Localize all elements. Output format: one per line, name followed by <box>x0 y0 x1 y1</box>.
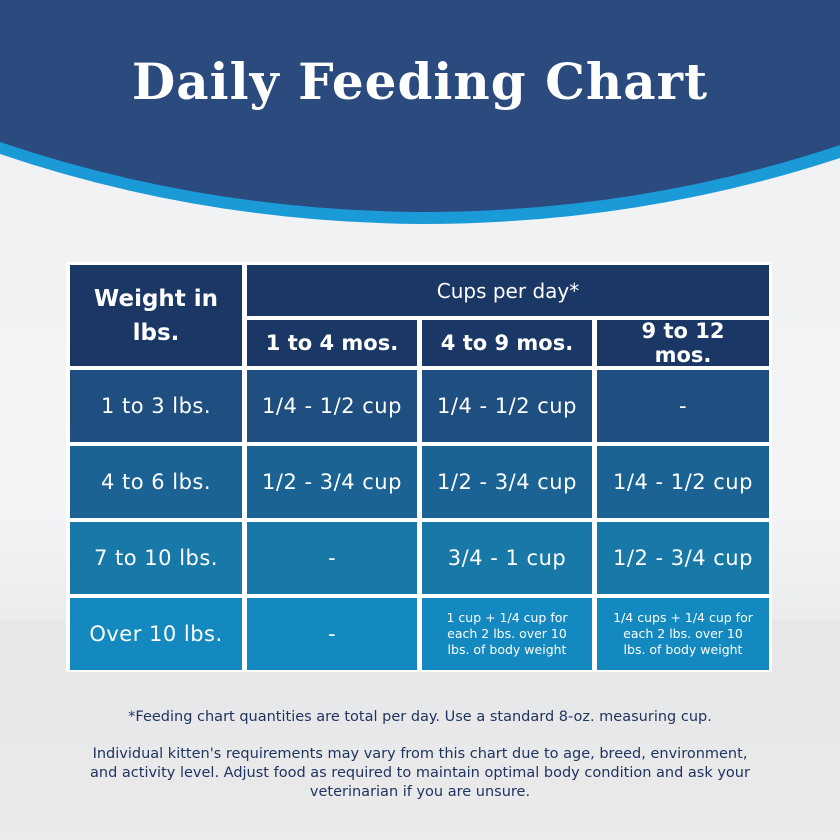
row-label: 7 to 10 lbs. <box>70 522 242 594</box>
row-label: 1 to 3 lbs. <box>70 370 242 442</box>
footnote: *Feeding chart quantities are total per … <box>128 709 712 725</box>
table-cell: 1/4 - 1/2 cup <box>422 370 592 442</box>
table-cell: 1/4 - 1/2 cup <box>597 446 769 518</box>
table-cell: - <box>247 522 417 594</box>
table-cell: - <box>247 598 417 670</box>
table-cell: 1/2 - 3/4 cup <box>597 522 769 594</box>
column-header: 9 to 12 mos. <box>597 319 769 367</box>
table-cell: 1/4 - 1/2 cup <box>247 370 417 442</box>
table-cell: 1/2 - 3/4 cup <box>422 446 592 518</box>
column-header: 1 to 4 mos. <box>247 320 417 366</box>
row-label: Over 10 lbs. <box>70 598 242 670</box>
column-header: 4 to 9 mos. <box>422 320 592 366</box>
table-cell: 1 cup + 1/4 cup for each 2 lbs. over 10 … <box>422 598 592 670</box>
row-label: 4 to 6 lbs. <box>70 446 242 518</box>
table-cell: 1/4 cups + 1/4 cup for each 2 lbs. over … <box>597 598 769 670</box>
title: Daily Feeding Chart <box>131 52 709 111</box>
table-cell: 3/4 - 1 cup <box>422 522 592 594</box>
corner-header: Weight in lbs. <box>70 265 242 366</box>
table-cell: 1/2 - 3/4 cup <box>247 446 417 518</box>
group-header: Cups per day* <box>247 265 769 316</box>
table-cell: - <box>597 370 769 442</box>
disclaimer: Individual kitten's requirements may var… <box>90 746 750 800</box>
